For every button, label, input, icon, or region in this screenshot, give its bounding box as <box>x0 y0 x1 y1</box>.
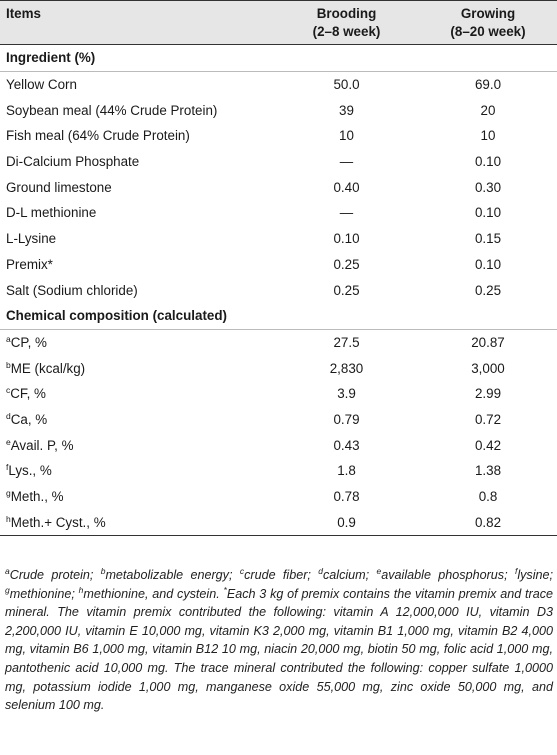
item-cell: Premix* <box>6 256 53 272</box>
item-cell: hMeth.+ Cyst., % <box>0 509 274 537</box>
growing-value: 0.82 <box>419 509 557 537</box>
brooding-value: — <box>339 205 354 221</box>
growing-value: 0.42 <box>474 437 502 453</box>
brooding-value: 27.5 <box>333 334 360 350</box>
section-chemical-composition: Chemical composition (calculated) <box>0 302 557 330</box>
brooding-value: 1.8 <box>337 463 356 479</box>
table-row: aCP, % 27.5 20.87 <box>0 329 557 355</box>
table-row: Soybean meal (44% Crude Protein) 39 20 <box>0 97 557 123</box>
growing-value: 20 <box>480 102 496 118</box>
brooding-value: 0.43 <box>333 437 360 453</box>
table-row: dCa, % 0.79 0.72 <box>0 407 557 433</box>
item-cell: Ground limestone <box>6 179 112 195</box>
table-row: Premix* 0.25 0.10 <box>0 252 557 278</box>
table-row: hMeth.+ Cyst., % 0.9 0.82 <box>0 509 557 537</box>
table-row: gMeth., % 0.78 0.8 <box>0 484 557 510</box>
header-growing: Growing (8–20 week) <box>419 0 557 45</box>
item-cell: Di-Calcium Phosphate <box>6 154 140 170</box>
item-cell: gMeth., % <box>6 488 64 505</box>
header-items: Items <box>0 0 274 45</box>
item-cell: D-L methionine <box>6 205 97 221</box>
table-row: Yellow Corn 50.0 69.0 <box>0 71 557 97</box>
header-brooding: Brooding (2–8 week) <box>274 0 419 45</box>
growing-value: 69.0 <box>474 77 502 93</box>
table-header-row: Items Brooding (2–8 week) Growing (8–20 we… <box>0 0 557 45</box>
table-row: D-L methionine — 0.10 <box>0 200 557 226</box>
section-label: Ingredient (%) <box>0 44 557 72</box>
item-cell: eAvail. P, % <box>6 436 74 453</box>
brooding-value: 0.40 <box>333 179 360 195</box>
brooding-value: 0.25 <box>333 282 360 298</box>
growing-value: 0.8 <box>478 489 498 505</box>
table-row: Ground limestone 0.40 0.30 <box>0 174 557 200</box>
brooding-value: 0.25 <box>333 256 360 272</box>
brooding-value: 39 <box>339 102 354 118</box>
table-row: L-Lysine 0.10 0.15 <box>0 226 557 252</box>
diet-composition-table: Items Brooding (2–8 week) Growing (8–20 we… <box>0 0 557 537</box>
growing-value: 0.30 <box>474 179 502 195</box>
item-cell: Salt (Sodium chloride) <box>6 282 138 298</box>
growing-value: 0.15 <box>474 231 502 247</box>
table-row: Fish meal (64% Crude Protein) 10 10 <box>0 123 557 149</box>
section-label: Chemical composition (calculated) <box>0 302 557 330</box>
growing-value: 10 <box>480 128 496 144</box>
item-cell: aCP, % <box>6 333 47 350</box>
brooding-value: 2,830 <box>329 360 364 376</box>
growing-value: 0.10 <box>474 154 502 170</box>
growing-value: 1.38 <box>474 463 502 479</box>
item-cell: fLys., % <box>6 462 52 479</box>
table-row: Di-Calcium Phosphate — 0.10 <box>0 149 557 175</box>
brooding-value: 10 <box>339 128 354 144</box>
growing-value: 0.10 <box>474 205 502 221</box>
item-cell: dCa, % <box>6 410 48 427</box>
brooding-value: 0.10 <box>333 231 360 247</box>
section-ingredients: Ingredient (%) <box>0 44 557 72</box>
table-row: bME (kcal/kg) 2,830 3,000 <box>0 355 557 381</box>
brooding-value: 0.9 <box>274 509 419 537</box>
brooding-value: 3.9 <box>337 386 356 402</box>
brooding-value: 0.78 <box>333 489 360 505</box>
growing-value: 3,000 <box>471 360 505 376</box>
table-row: fLys., % 1.8 1.38 <box>0 458 557 484</box>
item-cell: cCF, % <box>6 385 46 402</box>
growing-value: 0.10 <box>474 256 502 272</box>
brooding-value: — <box>339 154 354 170</box>
item-cell: L-Lysine <box>6 231 57 247</box>
brooding-value: 0.79 <box>333 411 360 427</box>
table-row: eAvail. P, % 0.43 0.42 <box>0 432 557 458</box>
growing-value: 0.25 <box>474 282 502 298</box>
table-row: Salt (Sodium chloride) 0.25 0.25 <box>0 277 557 303</box>
item-cell: Fish meal (64% Crude Protein) <box>6 128 190 144</box>
growing-value: 0.72 <box>474 411 502 427</box>
item-cell: Soybean meal (44% Crude Protein) <box>6 102 218 118</box>
item-cell: Yellow Corn <box>6 77 77 93</box>
growing-value: 20.87 <box>471 334 505 350</box>
growing-value: 2.99 <box>474 386 502 402</box>
brooding-value: 50.0 <box>333 77 360 93</box>
table-row: cCF, % 3.9 2.99 <box>0 381 557 407</box>
table-footnotes: aCrude protein; bmetabolizable energy; c… <box>5 566 554 713</box>
item-cell: bME (kcal/kg) <box>6 359 86 376</box>
